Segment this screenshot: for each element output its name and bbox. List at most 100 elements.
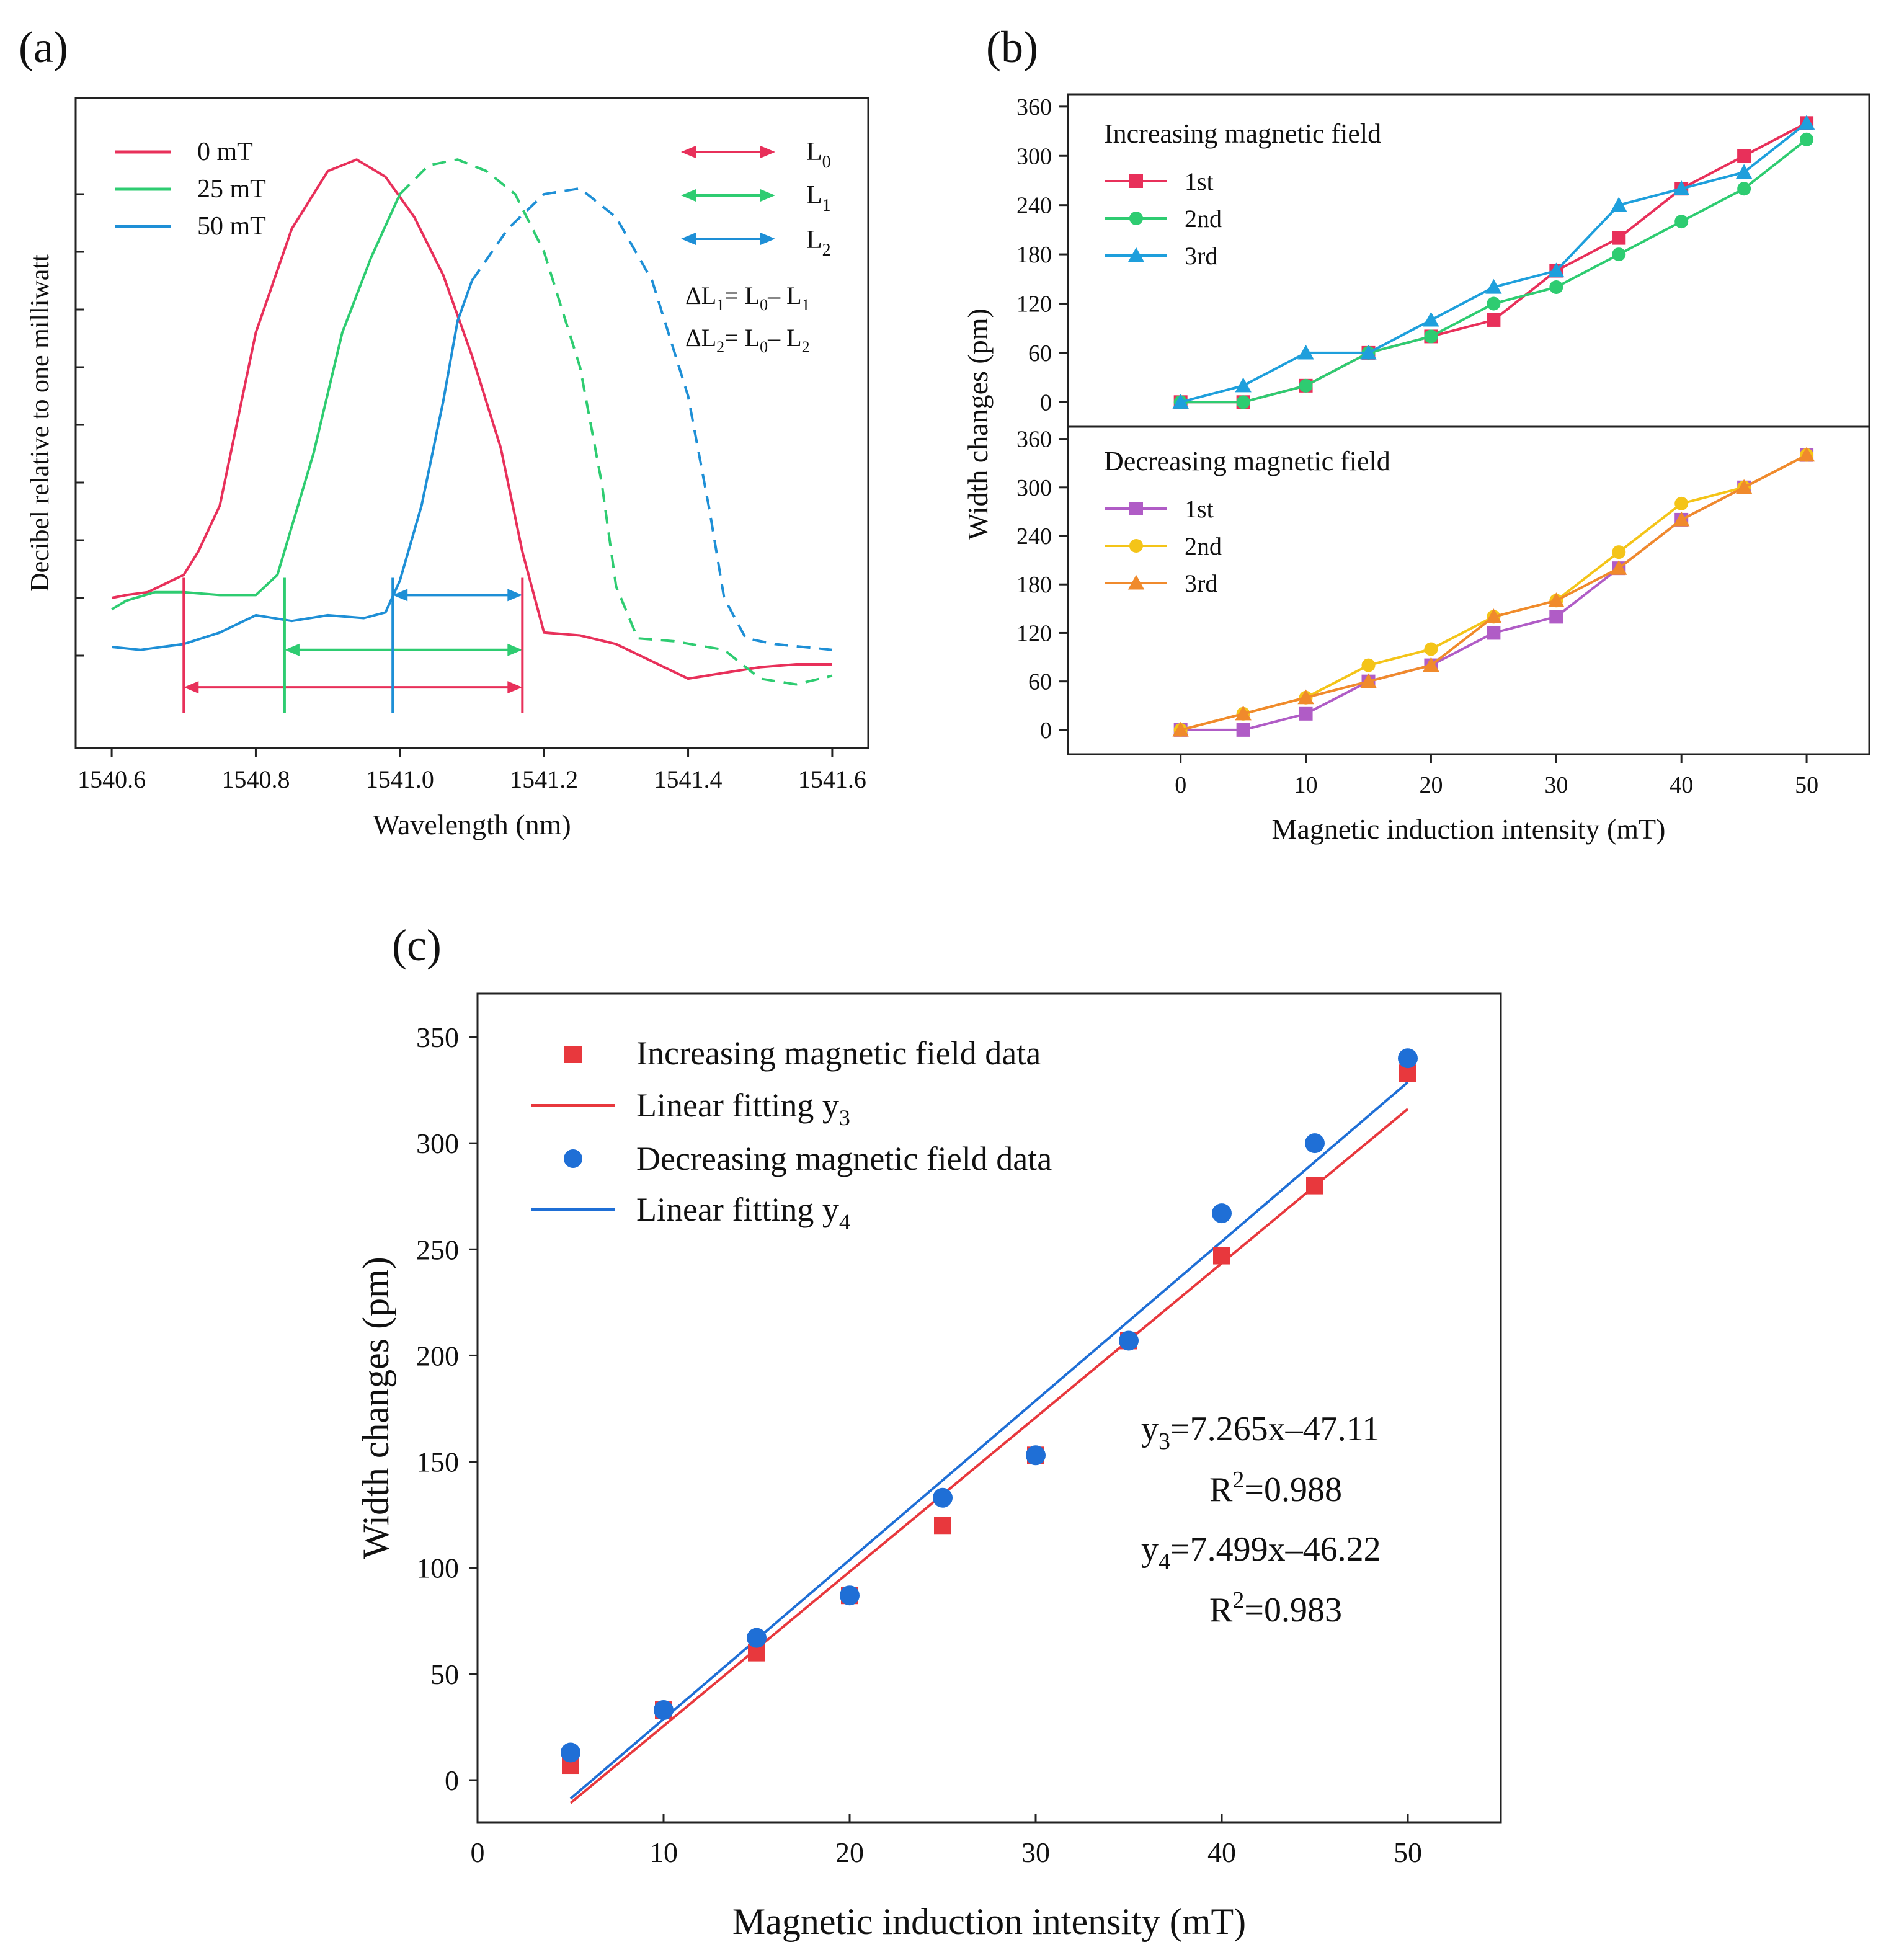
- a-curve-dashed-1: [399, 158, 833, 686]
- c-point-0-4: [934, 1517, 951, 1535]
- c-xtick-label-3: 30: [1021, 1837, 1050, 1868]
- a-curve-2: [111, 280, 473, 651]
- formula-dL1: ΔL1= L0– L1: [685, 282, 810, 314]
- panel-a-width-markers: [182, 577, 524, 713]
- c-ytick-label-7: 350: [416, 1022, 459, 1053]
- b-point-0-2-7: [1611, 197, 1627, 212]
- legend-inc-1st: 1st: [1185, 167, 1214, 195]
- c-xtick-label-5: 50: [1394, 1837, 1422, 1868]
- b-point-0-1-1: [1236, 395, 1250, 409]
- legend-fit-y3: Linear fitting y3: [636, 1087, 850, 1130]
- b-point-0-1-8: [1674, 215, 1689, 229]
- b-ytick-label-0-1: 60: [1028, 341, 1052, 367]
- panel-c-ticks: 0 10 20 30 40 50 0 50 100 150 200 250 300 350: [416, 1022, 1422, 1868]
- b-legend-marker-1-2: [1127, 574, 1145, 590]
- b-ytick-label-0-4: 240: [1016, 193, 1052, 219]
- c-ytick-label-1: 50: [430, 1659, 459, 1690]
- legend-arrow-head-left-0: [681, 146, 696, 158]
- a-curve-0: [111, 158, 832, 680]
- b-point-0-0-7: [1612, 231, 1626, 245]
- c-ytick-label-0: 0: [445, 1765, 459, 1796]
- b-ytick-label-1-6: 360: [1016, 427, 1052, 453]
- a-curve-1: [111, 194, 401, 611]
- c-point-1-8: [1305, 1133, 1325, 1154]
- b-point-0-2-6: [1548, 262, 1565, 278]
- b-series-0-3rd: [1172, 115, 1815, 409]
- b-point-0-2-3: [1360, 344, 1377, 360]
- b-ytick-label-0-0: 0: [1040, 390, 1052, 416]
- panel-c-frame: [476, 992, 1502, 1824]
- b-ytick-label-0-6: 360: [1016, 94, 1052, 120]
- c-point-1-9: [1398, 1048, 1418, 1069]
- a-arrow-L0-head-right: [507, 681, 523, 694]
- b-point-1-2-2: [1297, 689, 1314, 705]
- b-point-0-2-1: [1235, 377, 1252, 393]
- legend-L2: L2: [806, 226, 831, 260]
- panel-b-label: (b): [986, 22, 1038, 72]
- c-xtick-label-4: 40: [1207, 1837, 1236, 1868]
- b-legend-marker-0-2: [1127, 247, 1145, 262]
- legend-inc-3rd: 3rd: [1185, 242, 1217, 270]
- c-ytick-label-3: 150: [416, 1446, 459, 1478]
- a-arrow-L1-head-right: [507, 643, 523, 656]
- a-curve-dashed-2: [471, 187, 833, 651]
- c-point-0-8: [1306, 1177, 1323, 1195]
- a-arrow-L0-head-left: [184, 681, 199, 694]
- b-point-1-2-1: [1235, 705, 1252, 721]
- b-point-0-1-9: [1737, 182, 1751, 196]
- c-ytick-label-2: 100: [416, 1552, 459, 1584]
- panel-a-xticks: 1540.6 1540.8 1541.0 1541.2 1541.4 1541.6: [78, 748, 866, 793]
- b-point-1-2-6: [1548, 592, 1565, 607]
- legend-dec-3rd: 3rd: [1185, 569, 1217, 597]
- a-xtick-label-3: 1541.2: [510, 765, 578, 793]
- panel-a-yticks: [76, 193, 84, 657]
- legend-dec-2nd: 2nd: [1185, 532, 1222, 560]
- b-series-1-1st: [1173, 448, 1814, 737]
- b-point-1-2-10: [1798, 447, 1815, 462]
- b-ytick-label-0-3: 180: [1016, 242, 1052, 268]
- b-line-0-1: [1180, 138, 1808, 404]
- c-point-1-0: [561, 1742, 580, 1763]
- c-fit-line-1: [569, 1081, 1409, 1800]
- legend-dec-1st: 1st: [1185, 495, 1214, 523]
- b-point-0-1-2: [1299, 378, 1313, 393]
- panel-b-xlabel: Magnetic induction intensity (mT): [1272, 813, 1666, 845]
- legend-inc-2nd: 2nd: [1185, 205, 1222, 233]
- b-xtick-label-6: 30: [1544, 772, 1568, 798]
- legend-arrow-2: [681, 233, 775, 245]
- b-xtick-label-0: 0: [1175, 772, 1186, 798]
- legend-arrow-head-right-1: [760, 189, 775, 202]
- b-point-0-2-10: [1798, 115, 1815, 130]
- b-point-0-2-5: [1485, 278, 1502, 294]
- c-series-1: [561, 1048, 1418, 1763]
- c-point-1-7: [1212, 1203, 1232, 1224]
- b-point-0-1-10: [1800, 132, 1814, 146]
- panel-a-label: (a): [19, 22, 68, 72]
- panel-b-frame: [1067, 93, 1870, 755]
- b-point-0-0-9: [1737, 149, 1751, 163]
- panel-a-ylabel: Decibel relative to one milliwatt: [26, 254, 55, 592]
- b-series-1-2nd: [1173, 448, 1814, 737]
- a-xtick-label-0: 1540.6: [78, 765, 146, 793]
- legend-L0: L0: [806, 138, 831, 172]
- b-point-1-0-2: [1299, 706, 1313, 721]
- b-point-1-1-4: [1424, 642, 1438, 656]
- c-point-1-4: [933, 1487, 953, 1508]
- panel-a-legend-left: 0 mT 25 mT 50 mT: [115, 138, 266, 241]
- b-point-1-2-0: [1172, 721, 1189, 737]
- panel-a: (a) 1540.6 1540.8 1541.0 1541.2 1541.4 1541.6…: [19, 22, 869, 840]
- legend-arrow-0: [681, 146, 775, 158]
- legend-arrow-head-right-2: [760, 233, 775, 245]
- b-point-0-1-5: [1487, 296, 1501, 311]
- r2-y4: R2=0.983: [1209, 1587, 1342, 1629]
- b-point-1-2-9: [1735, 479, 1753, 494]
- panel-b-legend: 1st 2nd 3rd 1st 2nd 3rd: [1105, 167, 1222, 597]
- legend-arrow-head-left-2: [681, 233, 696, 245]
- c-xtick-label-0: 0: [471, 1837, 485, 1868]
- legend-arrow-head-left-1: [681, 189, 696, 202]
- c-point-1-1: [654, 1700, 674, 1721]
- b-ytick-label-1-3: 180: [1016, 572, 1052, 598]
- b-point-1-2-5: [1485, 608, 1502, 623]
- b-legend-marker-1-1: [1129, 539, 1143, 553]
- a-arrow-L2-head-left: [393, 589, 408, 602]
